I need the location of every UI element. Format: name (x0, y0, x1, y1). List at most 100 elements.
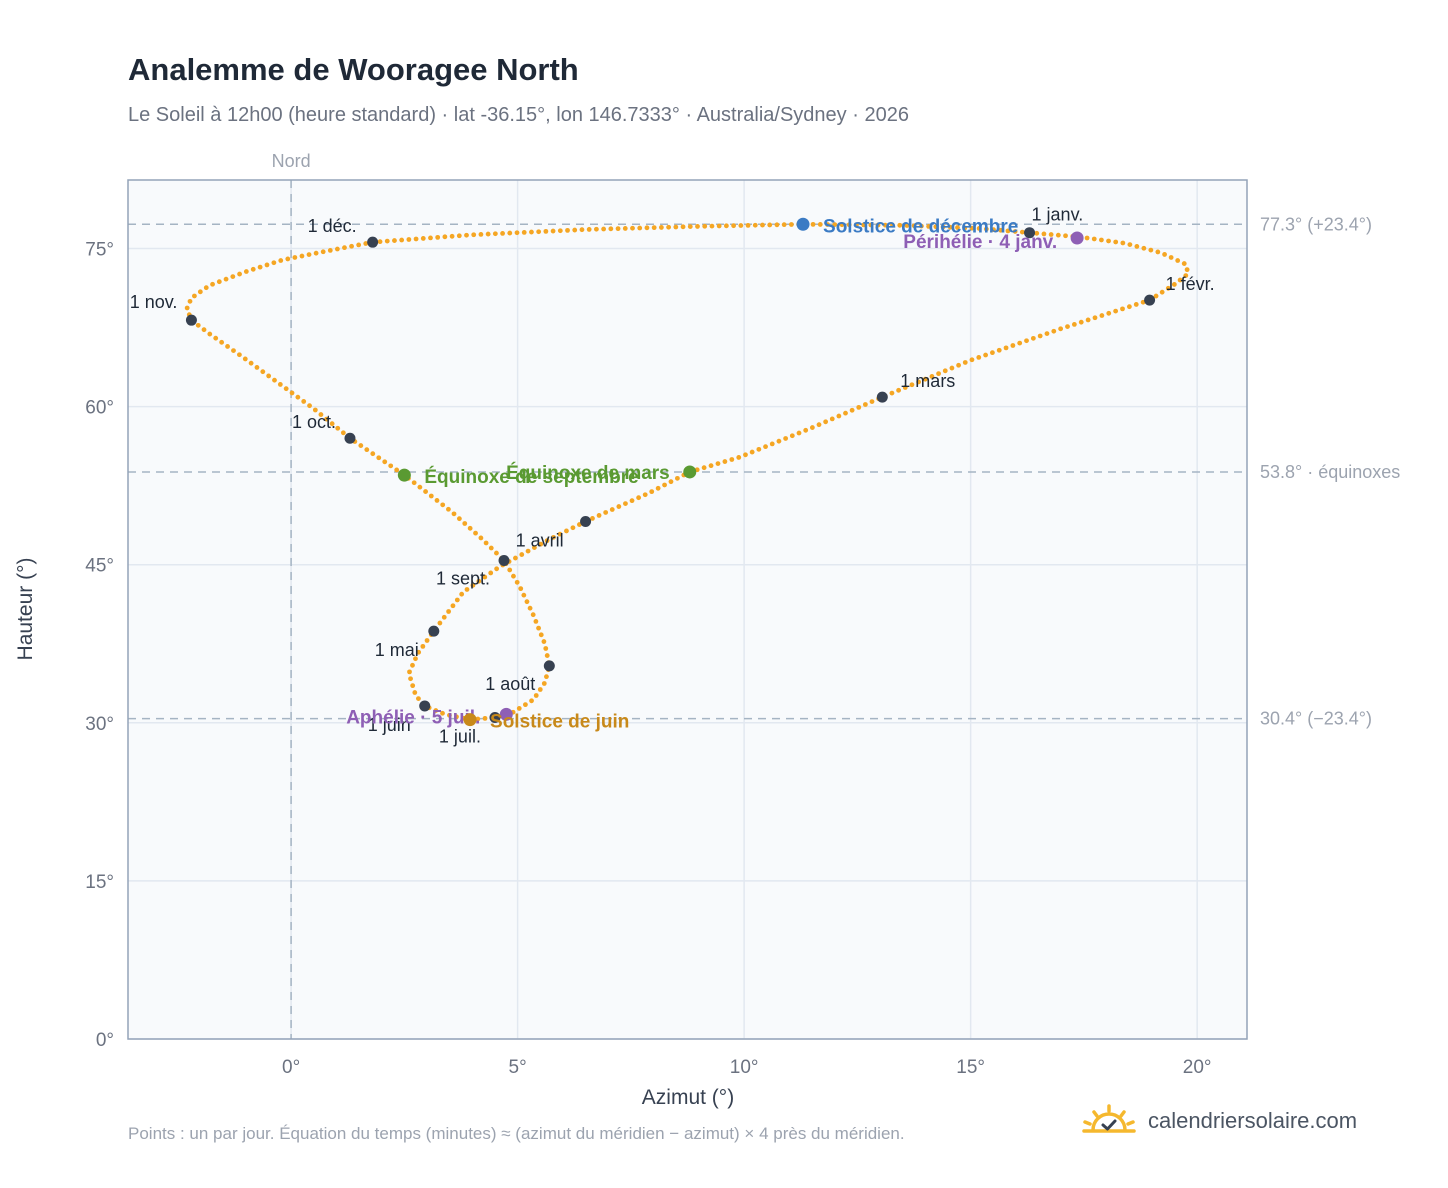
month-label: 1 mai (375, 640, 419, 660)
day-point (1133, 302, 1139, 307)
y-axis-title: Hauteur (°) (14, 558, 37, 661)
day-point (541, 681, 547, 686)
day-point (424, 638, 430, 643)
day-point (832, 222, 838, 228)
day-point (729, 457, 735, 462)
day-point (467, 525, 473, 531)
day-point (454, 714, 459, 720)
day-point (435, 234, 441, 240)
event-marker (1070, 231, 1084, 245)
day-point (538, 541, 544, 547)
brand[interactable]: calendriersolaire.com (1082, 1104, 1357, 1138)
day-point (1071, 321, 1077, 327)
month-label: 1 mars (900, 371, 955, 391)
meridian-label: Nord (272, 151, 311, 171)
day-point (962, 360, 968, 365)
day-point (1034, 230, 1040, 236)
day-point (1065, 324, 1070, 330)
day-point (956, 362, 961, 368)
day-point (1162, 252, 1167, 257)
day-point (324, 416, 329, 422)
day-point (572, 227, 578, 233)
day-point (318, 412, 324, 417)
day-point (752, 222, 758, 228)
day-point (701, 465, 707, 471)
day-point (736, 455, 742, 460)
brand-name[interactable]: calendriersolaire.com (1148, 1108, 1358, 1133)
day-point (271, 260, 277, 266)
day-point (519, 552, 525, 557)
day-point (516, 706, 522, 711)
day-point (955, 225, 960, 230)
month-label: 1 juin (368, 715, 411, 735)
day-point (518, 586, 524, 592)
day-point (1106, 238, 1111, 244)
day-point (377, 239, 383, 245)
day-point (788, 222, 794, 227)
day-point (1134, 244, 1140, 249)
plot-frame (127, 179, 1248, 1040)
day-point (382, 459, 388, 465)
day-point (916, 379, 921, 385)
day-point (242, 356, 248, 362)
day-point (197, 289, 203, 295)
day-point (272, 377, 277, 383)
day-point (557, 531, 563, 537)
day-point (203, 285, 209, 291)
day-point (862, 402, 868, 407)
day-point (889, 390, 895, 396)
day-point (278, 258, 284, 263)
day-point (962, 225, 968, 231)
day-point (329, 421, 335, 427)
day-point (564, 528, 569, 534)
day-point (1017, 340, 1023, 346)
day-point (998, 227, 1004, 233)
y-tick-label: 45° (85, 556, 114, 577)
day-point (514, 230, 520, 236)
day-point (1092, 315, 1098, 321)
day-point (738, 223, 744, 228)
x-tick-label: 15° (956, 1057, 985, 1078)
day-point (687, 224, 693, 230)
day-point (1051, 328, 1057, 334)
day-point (990, 350, 995, 356)
day-point (781, 222, 787, 228)
day-point (1044, 331, 1050, 336)
day-point (940, 224, 946, 230)
y-tick-label: 15° (85, 872, 114, 893)
day-point (1181, 261, 1187, 266)
x-axis-title: Azimut (°) (642, 1086, 734, 1109)
day-point (890, 222, 895, 228)
sun-check-icon (1082, 1104, 1136, 1133)
day-point (446, 506, 451, 512)
day-point (213, 335, 219, 341)
day-point (492, 231, 498, 237)
day-point (749, 449, 755, 455)
day-point (1141, 245, 1147, 251)
day-point (1030, 335, 1036, 341)
day-point (983, 226, 989, 232)
day-point (947, 224, 953, 230)
day-point (674, 475, 680, 481)
day-point (464, 587, 470, 592)
day-point (483, 540, 489, 546)
day-point (456, 233, 462, 239)
day-point (544, 674, 549, 680)
day-point (1078, 319, 1084, 325)
day-point (760, 222, 765, 228)
day-point (475, 716, 481, 722)
day-point (416, 649, 422, 655)
day-point (513, 555, 518, 561)
month-marker (428, 625, 440, 637)
day-point (673, 224, 679, 230)
day-point (417, 484, 423, 490)
day-point (642, 492, 648, 498)
day-point (1084, 235, 1090, 241)
day-point (529, 229, 534, 235)
day-point (507, 230, 513, 236)
month-markers: 1 janv. 1 févr. 1 mars 1 avril 1 mai 1 juin 1 … (130, 205, 1215, 747)
day-point (550, 228, 556, 234)
month-label: 1 avril (516, 530, 564, 550)
